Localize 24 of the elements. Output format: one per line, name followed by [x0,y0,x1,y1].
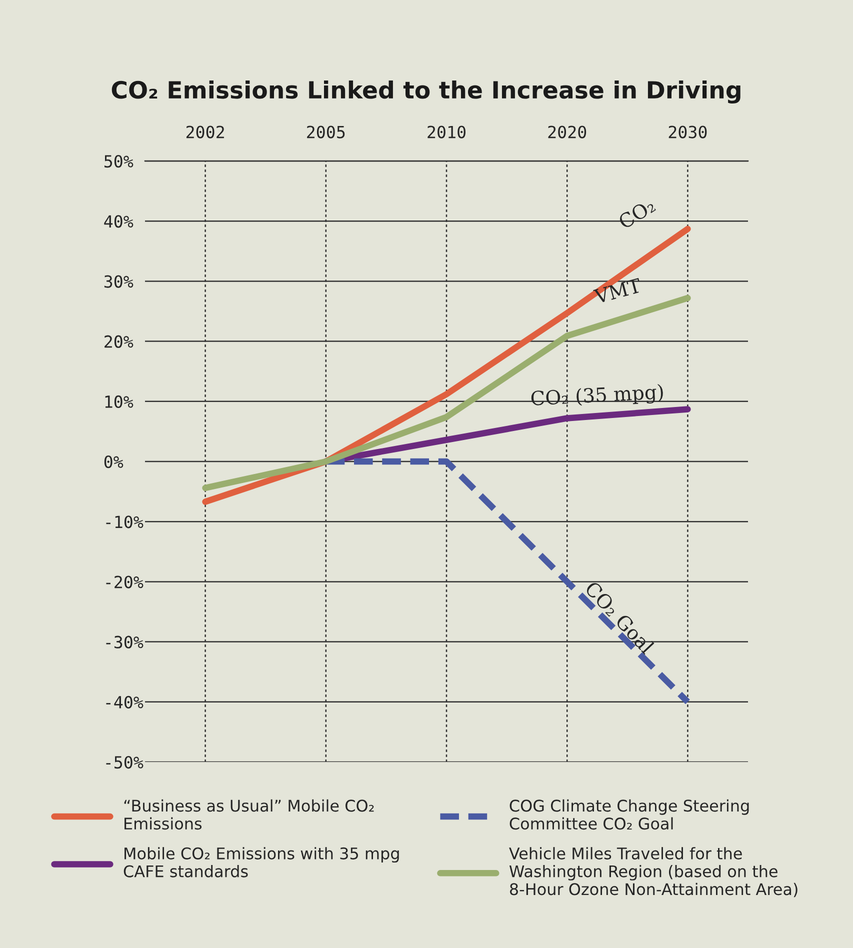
annotation: CO₂ [617,198,656,230]
x-tick-label: 2002 [186,126,224,138]
x-tick-label: 2020 [548,126,586,138]
y-tick-label: 40% [104,215,134,228]
y-tick-label: -30% [106,636,144,648]
x-tick-label: 2010 [428,126,466,138]
y-tick-label: -40% [106,696,144,709]
x-tick-label: 2005 [307,126,345,138]
legend-label: Vehicle Miles Traveled for the Washington Region (based on the 8-Hour Ozone Non-Attainment Area) [509,847,798,898]
y-tick-label: -10% [106,516,144,528]
y-tick-label: 30% [104,275,134,288]
y-tick-label: -50% [106,756,144,769]
legend-label: “Business as Usual” Mobile CO₂ Emissions [124,799,374,830]
legend-label: Mobile CO₂ Emissions with 35 mpg CAFE standards [124,847,399,878]
y-tick-label: 50% [104,155,134,168]
legend-label: COG Climate Change Steering Committee CO₂ Goal [510,799,749,830]
y-tick-label: 10% [105,395,134,408]
y-tick-label: -20% [106,576,144,588]
y-tick-label: 0% [104,456,124,468]
annotation: VMT [593,278,642,304]
y-tick-label: 20% [104,335,134,348]
chart-title: CO₂ Emissions Linked to the Increase in Driving [112,80,740,104]
x-tick-label: 2030 [668,126,707,138]
annotation: CO₂ (35 mpg) [530,384,664,410]
